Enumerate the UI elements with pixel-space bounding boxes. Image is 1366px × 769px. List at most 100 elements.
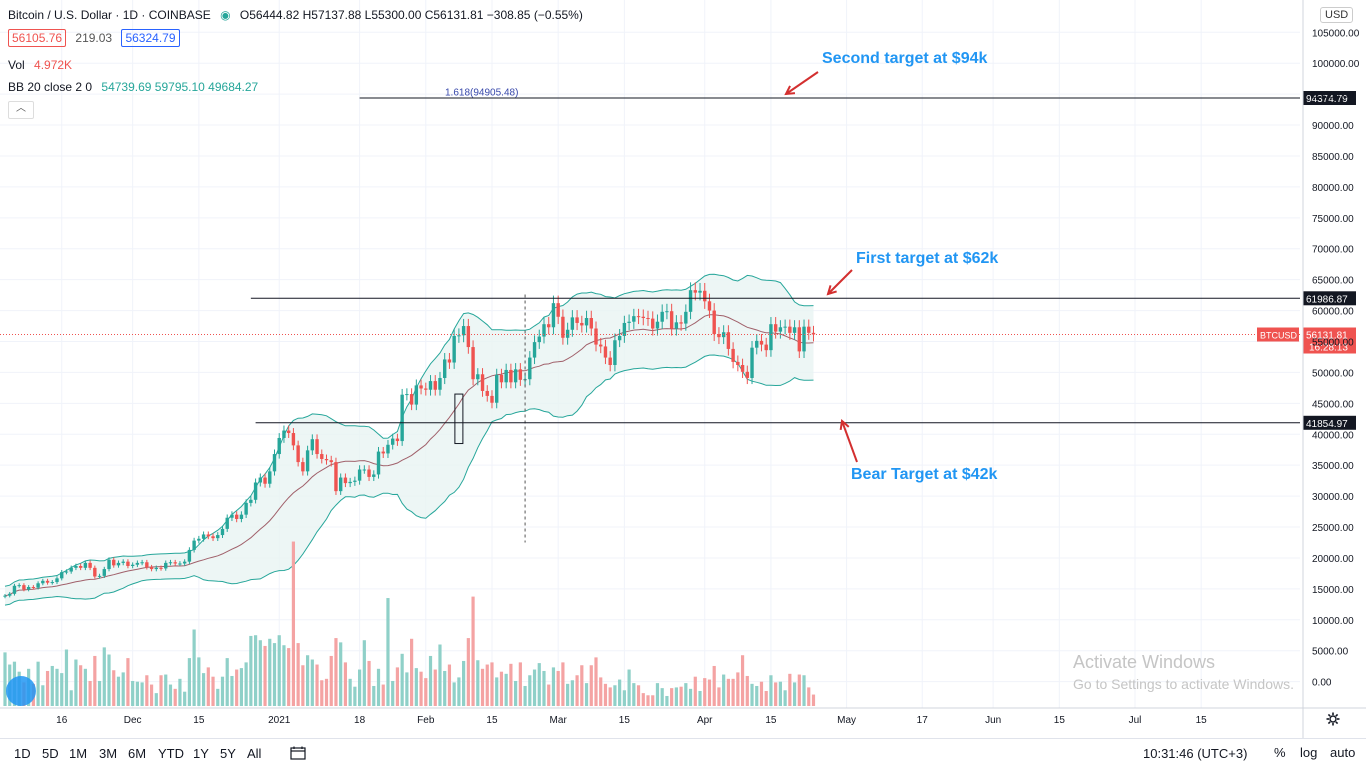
volume-bar: [570, 680, 574, 706]
bb-values: 54739.69 59795.10 49684.27: [101, 80, 259, 94]
candle-body: [272, 454, 277, 472]
candle-body: [334, 462, 338, 492]
candle-body: [660, 311, 664, 322]
currency-badge[interactable]: USD: [1320, 7, 1354, 23]
timeframe-1m[interactable]: 1M: [69, 746, 88, 761]
y-tick-label: 0.00: [1312, 678, 1332, 689]
y-tick-label: 35000.00: [1312, 461, 1354, 472]
tradingview-logo[interactable]: [6, 676, 36, 706]
volume-bar: [736, 672, 740, 706]
candle-body: [296, 445, 300, 463]
volume-bar: [358, 669, 362, 706]
volume-bar: [584, 683, 589, 706]
volume-bar: [731, 678, 735, 706]
volume-bar: [329, 655, 333, 706]
timeframe-3m[interactable]: 3M: [99, 746, 118, 761]
volume-bar: [452, 682, 456, 706]
collapse-legend-button[interactable]: ︿: [8, 101, 34, 119]
volume-bar: [272, 643, 277, 706]
x-tick-label: 15: [486, 715, 498, 726]
candle-body: [457, 335, 461, 337]
price-chart[interactable]: 94374.79 61986.87 41854.97 1.618(94905.48) B…: [0, 0, 1366, 738]
volume-bar: [495, 677, 499, 706]
annotation-arrow: [785, 71, 819, 95]
volume-bar: [575, 675, 579, 706]
candle-body: [665, 311, 669, 313]
bb-upper: [4, 273, 814, 587]
timeframe-6m[interactable]: 6M: [128, 746, 147, 761]
volume-bar: [107, 654, 111, 706]
volume-bar: [3, 652, 7, 706]
volume-bar: [258, 640, 262, 706]
calendar-icon[interactable]: [290, 746, 306, 760]
annotation-label: Bear Target at $42k: [851, 466, 998, 483]
candle-body: [717, 334, 721, 338]
timeframe-5y[interactable]: 5Y: [220, 746, 236, 761]
candle-body: [173, 562, 177, 564]
candle-body: [112, 559, 116, 566]
volume-bar: [159, 675, 163, 706]
timeframe-1y[interactable]: 1Y: [193, 746, 209, 761]
x-tick-label: May: [837, 715, 856, 726]
bid-price[interactable]: 56105.76: [8, 29, 67, 47]
volume-bar: [225, 658, 229, 706]
timeframe-1d[interactable]: 1D: [14, 746, 31, 761]
candle-body: [286, 430, 291, 434]
candle-body: [97, 575, 102, 577]
volume-bar: [438, 644, 442, 706]
timeframe-ytd[interactable]: YTD: [158, 746, 184, 761]
clock-readout[interactable]: 10:31:46 (UTC+3): [1143, 746, 1248, 761]
symbol-title[interactable]: Bitcoin / U.S. Dollar · 1D · COINBASE: [8, 8, 211, 22]
candle-body: [182, 561, 187, 564]
candle-body: [452, 335, 456, 363]
y-tick-label: 100000.00: [1312, 59, 1360, 70]
y-tick-label: 50000.00: [1312, 368, 1354, 379]
annotation-label: First target at $62k: [856, 250, 998, 267]
log-scale-button[interactable]: log: [1300, 745, 1318, 760]
auto-scale-button[interactable]: auto: [1330, 745, 1356, 760]
timeframe-5d[interactable]: 5D: [42, 746, 59, 761]
level-price-badge: [1303, 415, 1356, 430]
timeframe-all[interactable]: All: [247, 746, 262, 761]
y-tick-label: 90000.00: [1312, 121, 1354, 132]
x-tick-label: 15: [619, 715, 631, 726]
candle-body: [433, 381, 437, 390]
candle-body: [178, 563, 182, 565]
volume-bar: [324, 678, 329, 706]
candle-body: [461, 326, 466, 336]
candle-body: [617, 335, 622, 341]
volume-bar: [244, 662, 248, 706]
fib-extension-label: 1.618(94905.48): [445, 88, 518, 99]
volume-bar: [277, 635, 281, 706]
candle-body: [107, 559, 111, 570]
candle-body: [130, 564, 135, 566]
candle-body: [116, 562, 121, 566]
percent-scale-button[interactable]: %: [1274, 745, 1286, 760]
volume-bar: [69, 690, 73, 706]
x-tick-label: Feb: [417, 715, 435, 726]
volume-bar: [764, 690, 768, 706]
volume-bar: [811, 694, 816, 706]
y-tick-label: 55000.00: [1312, 338, 1354, 349]
y-tick-label: 70000.00: [1312, 245, 1354, 256]
arrow-head: [826, 285, 837, 296]
candle-body: [395, 438, 400, 442]
candle-body: [570, 317, 575, 330]
candle-body: [740, 364, 745, 372]
volume-bar: [627, 669, 631, 706]
legend-title-row: Bitcoin / U.S. Dollar · 1D · COINBASE ◉ …: [8, 8, 589, 22]
ask-price[interactable]: 56324.79: [121, 29, 180, 47]
volume-bar: [93, 655, 97, 706]
gear-icon[interactable]: [1326, 712, 1340, 726]
candle-body: [599, 344, 603, 347]
candle-body: [513, 369, 518, 383]
bollinger-bands: [4, 273, 814, 606]
candle-body: [641, 316, 645, 319]
volume-bar: [287, 648, 291, 706]
candle-body: [159, 567, 163, 569]
candle-body: [60, 572, 64, 579]
y-tick-label: 15000.00: [1312, 585, 1354, 596]
candle-body: [698, 290, 702, 293]
candle-body: [759, 340, 764, 345]
volume-bar: [339, 642, 343, 706]
